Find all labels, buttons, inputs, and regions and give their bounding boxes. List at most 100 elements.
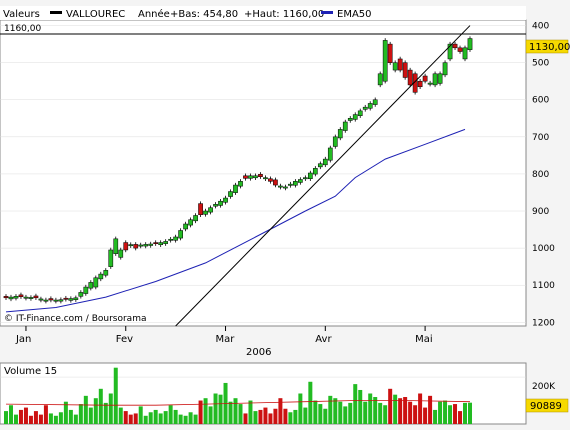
candle-body	[58, 299, 64, 302]
candle-body	[128, 244, 134, 247]
volume-bar	[358, 389, 363, 424]
volume-bar	[298, 393, 303, 424]
volume-bar	[368, 393, 373, 424]
candle	[382, 38, 388, 84]
candle	[392, 60, 398, 73]
volume-bar	[23, 407, 28, 424]
candle-body	[218, 200, 223, 206]
candle-body	[143, 244, 149, 247]
candle	[228, 189, 233, 199]
volume-bar	[353, 384, 358, 424]
candle-body	[103, 270, 109, 276]
volume-bar	[113, 367, 118, 424]
candle-body	[208, 207, 213, 213]
candle-body	[43, 299, 49, 302]
volume-bar	[133, 413, 138, 424]
volume-bar	[313, 400, 318, 424]
candle-body	[188, 219, 193, 226]
candle-body	[173, 236, 178, 241]
candle	[23, 294, 29, 301]
candle	[337, 127, 343, 141]
candle-body	[273, 179, 278, 186]
candle-body	[462, 47, 468, 60]
candle-body	[88, 282, 94, 289]
candle-body	[108, 249, 114, 267]
candle	[283, 184, 288, 191]
volume-bar	[453, 404, 458, 424]
low-label: +Bas: 454,80	[170, 9, 238, 20]
candle	[143, 242, 149, 249]
candlesticks	[3, 36, 473, 304]
volume-bar	[208, 406, 213, 424]
volume-bar	[108, 393, 113, 424]
candle-body	[228, 191, 233, 197]
candle	[352, 112, 358, 122]
candle	[73, 295, 79, 302]
candle	[402, 60, 408, 80]
month-label: Jan	[15, 334, 31, 345]
candle	[298, 177, 303, 185]
series-swatch	[50, 11, 62, 14]
candle	[457, 45, 463, 54]
candle	[347, 116, 353, 123]
price-y-axis: 1200 1100 1000 900 800 700 600 500 400	[532, 22, 555, 329]
candle-body	[223, 197, 228, 203]
candle	[193, 213, 198, 224]
candle-body	[422, 75, 428, 82]
period-label: Année	[138, 8, 170, 20]
candle	[123, 240, 129, 253]
candle	[278, 183, 283, 190]
candle	[243, 173, 248, 181]
candle	[93, 275, 99, 290]
candle	[218, 198, 223, 208]
candle	[158, 240, 164, 247]
price-y-tick: 1000	[532, 244, 555, 254]
volume-bar	[443, 400, 448, 424]
volume-bar	[33, 411, 38, 424]
candle-body	[377, 73, 383, 86]
volume-bar	[123, 411, 128, 424]
volume-average-line	[5, 400, 471, 406]
price-y-tick: 800	[532, 170, 549, 180]
candle-body	[253, 175, 258, 179]
candle	[447, 41, 453, 62]
candle	[133, 242, 139, 251]
candle-body	[457, 47, 463, 52]
candle-body	[387, 43, 393, 63]
series-name: VALLOUREC	[66, 9, 125, 20]
volume-bar	[88, 407, 93, 424]
candle	[33, 293, 39, 301]
volume-bar	[168, 405, 173, 424]
candle	[268, 176, 273, 184]
candle	[78, 290, 84, 299]
candle	[153, 240, 159, 246]
candle-body	[327, 147, 333, 161]
candle-body	[362, 106, 368, 110]
volume-bar	[343, 406, 348, 424]
candle	[48, 296, 54, 303]
volume-bar	[93, 398, 98, 424]
volume-bar	[163, 411, 168, 424]
candle-body	[93, 277, 99, 288]
candle-body	[73, 297, 79, 300]
volume-bar	[148, 412, 153, 424]
candle	[18, 292, 24, 299]
volume-bar	[198, 400, 203, 424]
candle	[322, 156, 328, 168]
volume-bar	[48, 413, 53, 424]
candle-body	[317, 163, 323, 168]
high-line-label: 1160,00	[4, 24, 41, 34]
volume-bar	[458, 411, 463, 424]
candle-body	[33, 295, 39, 299]
candle	[43, 297, 49, 304]
candle-body	[213, 204, 218, 207]
candle	[238, 179, 243, 189]
month-label: Mar	[216, 334, 236, 345]
candle	[263, 175, 268, 181]
last-price-label: 1130,00	[529, 42, 570, 53]
candle	[58, 297, 64, 304]
trend-line	[175, 25, 471, 327]
candle-body	[83, 286, 89, 294]
candle	[407, 67, 413, 88]
candle	[327, 145, 333, 163]
